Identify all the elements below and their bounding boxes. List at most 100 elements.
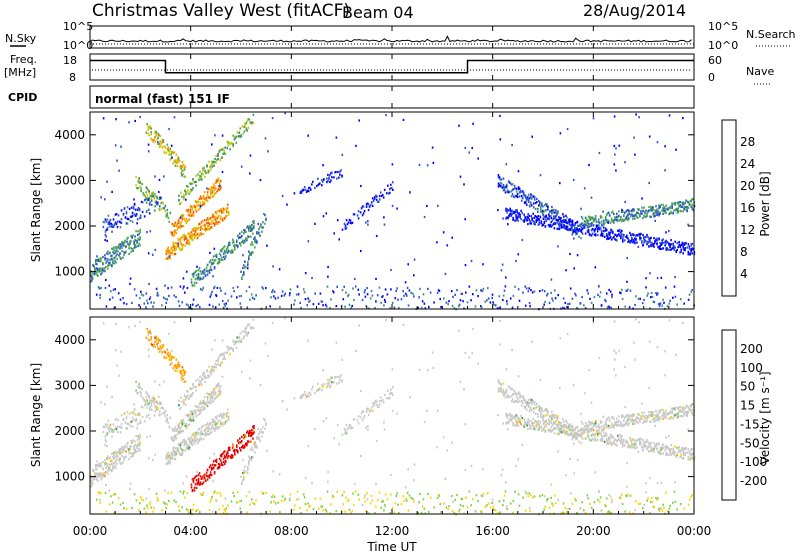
velocity-data xyxy=(90,317,696,516)
echo-cell xyxy=(233,135,236,138)
echo-cell xyxy=(138,182,140,185)
echo-cell xyxy=(326,382,328,385)
echo-cell xyxy=(620,235,622,238)
echo-cell xyxy=(667,207,669,210)
echo-cell xyxy=(246,444,248,447)
echo-cell xyxy=(317,389,319,392)
echo-cell xyxy=(222,255,225,258)
echo-cell xyxy=(303,391,306,394)
echo-cell xyxy=(172,224,175,227)
echo-cell xyxy=(587,215,590,218)
echo-cell xyxy=(511,306,514,309)
echo-cell xyxy=(659,212,661,215)
echo-cell xyxy=(185,303,188,306)
echo-cell xyxy=(115,452,117,455)
echo-cell xyxy=(584,223,587,226)
echo-cell xyxy=(194,432,197,435)
echo-cell xyxy=(535,218,537,222)
echo-cell xyxy=(147,128,149,131)
echo-cell xyxy=(207,171,209,174)
echo-cell xyxy=(183,196,185,199)
echo-cell xyxy=(197,227,200,230)
echo-cell xyxy=(687,243,690,246)
echo-cell xyxy=(580,435,583,439)
echo-cell xyxy=(333,232,335,235)
echo-cell xyxy=(186,414,189,417)
echo-cell xyxy=(134,208,137,211)
echo-cell xyxy=(160,202,163,205)
echo-cell xyxy=(248,256,250,259)
echo-cell xyxy=(201,425,204,428)
echo-cell xyxy=(539,409,541,412)
echo-cell xyxy=(590,196,593,199)
echo-cell xyxy=(194,278,197,281)
echo-cell xyxy=(322,180,324,183)
echo-cell xyxy=(212,391,215,394)
echo-cell xyxy=(133,202,136,205)
echo-cell xyxy=(524,401,527,404)
echo-cell xyxy=(102,467,104,470)
echo-cell xyxy=(90,485,92,488)
echo-cell xyxy=(494,304,497,307)
echo-cell xyxy=(677,210,679,214)
echo-cell xyxy=(169,456,172,459)
echo-cell xyxy=(670,210,672,213)
echo-cell xyxy=(107,428,110,431)
echo-cell xyxy=(244,230,246,233)
echo-cell xyxy=(177,242,180,245)
echo-cell xyxy=(251,251,253,254)
echo-cell xyxy=(146,402,148,405)
echo-cell xyxy=(167,257,170,260)
echo-cell xyxy=(552,299,554,302)
echo-cell xyxy=(521,238,524,242)
echo-cell xyxy=(650,296,652,299)
echo-cell xyxy=(166,452,169,455)
echo-cell xyxy=(111,462,113,465)
echo-cell xyxy=(673,202,675,205)
echo-cell xyxy=(213,471,216,474)
echo-cell xyxy=(147,198,150,201)
echo-cell xyxy=(330,298,332,301)
echo-cell xyxy=(551,416,553,419)
echo-cell xyxy=(145,197,147,200)
echo-cell xyxy=(156,197,158,200)
echo-cell xyxy=(204,402,207,405)
echo-cell xyxy=(231,142,233,145)
echo-cell xyxy=(214,459,217,462)
echo-cell xyxy=(230,454,233,457)
echo-cell xyxy=(533,216,535,219)
echo-cell xyxy=(222,152,224,155)
echo-cell xyxy=(378,399,381,403)
echo-cell xyxy=(181,441,184,444)
echo-cell xyxy=(512,188,515,191)
echo-cell xyxy=(487,287,489,290)
echo-cell xyxy=(185,442,188,445)
echo-cell xyxy=(614,216,616,219)
echo-cell xyxy=(559,217,562,220)
echo-cell xyxy=(102,473,104,476)
echo-cell xyxy=(198,179,200,182)
echo-cell xyxy=(173,247,176,250)
echo-cell xyxy=(254,441,256,444)
echo-cell xyxy=(507,414,509,417)
echo-cell xyxy=(187,415,190,418)
echo-cell xyxy=(204,197,207,200)
echo-cell xyxy=(375,300,377,303)
echo-cell xyxy=(164,415,167,418)
echo-cell xyxy=(216,394,219,397)
echo-cell xyxy=(112,218,115,221)
echo-cell xyxy=(175,437,178,440)
echo-cell xyxy=(524,194,527,198)
echo-cell xyxy=(199,195,202,198)
echo-cell xyxy=(183,175,186,178)
echo-cell xyxy=(160,208,163,211)
echo-cell xyxy=(172,356,175,359)
echo-cell xyxy=(556,432,559,435)
echo-cell xyxy=(259,234,261,238)
echo-cell xyxy=(159,140,162,143)
echo-cell xyxy=(122,418,125,422)
echo-cell xyxy=(177,156,180,159)
echo-cell xyxy=(139,115,141,119)
echo-cell xyxy=(135,230,137,233)
echo-cell xyxy=(654,209,656,212)
